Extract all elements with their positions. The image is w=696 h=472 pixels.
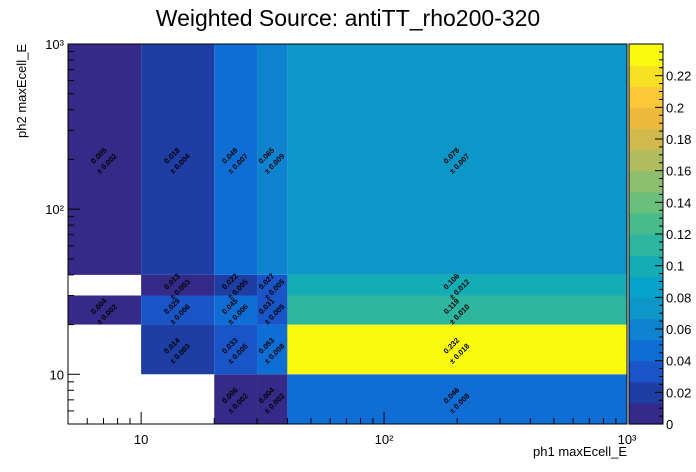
heatmap-cell <box>287 324 627 375</box>
heatmap-cell <box>287 295 627 325</box>
colorbar-tick-label: 0.14 <box>666 195 691 210</box>
heatmap-cell <box>214 44 258 275</box>
x-axis: 10 10² 10³ <box>67 412 637 447</box>
colorbar-tick-label: 0.18 <box>666 132 691 147</box>
plot-frame <box>67 43 628 425</box>
colorbar-segment <box>629 360 663 383</box>
y-tick-label: 10³ <box>45 37 64 52</box>
colorbar-tick-label: 0 <box>666 417 673 432</box>
y-tick-label: 10² <box>45 202 64 217</box>
colorbar-segment <box>629 212 663 235</box>
colorbar-tick-label: 0.08 <box>666 290 691 305</box>
colorbar-segment <box>629 402 663 425</box>
colorbar-segment <box>629 86 663 108</box>
x-tick-label: 10² <box>375 432 394 447</box>
y-axis: 10 10² 10³ <box>45 37 80 425</box>
heatmap-cell <box>214 324 258 375</box>
colorbar-segment <box>629 149 663 172</box>
heatmap-cell <box>141 324 215 375</box>
heatmap-cell <box>214 374 258 424</box>
colorbar-tick-label: 0.02 <box>666 385 691 400</box>
colorbar-segment <box>629 170 663 193</box>
heatmap-cell <box>257 374 288 424</box>
heatmap-cell <box>68 44 142 275</box>
plot-area <box>68 44 627 424</box>
colorbar-segment <box>629 65 663 87</box>
colorbar-segment <box>629 255 663 277</box>
colorbar-tick-label: 0.1 <box>666 259 684 274</box>
heatmap-cell <box>287 374 627 424</box>
colorbar-tick-label: 0.16 <box>666 164 691 179</box>
colorbar-segment <box>629 381 663 404</box>
colorbar-segment <box>629 191 663 214</box>
heatmap-cell <box>257 274 288 296</box>
colorbar: 0 0.02 0.04 0.06 0.08 0.1 0.12 0.14 0.16 0.18 0.2 0… <box>628 43 691 432</box>
colorbar-segment <box>629 234 663 256</box>
colorbar-segment <box>629 276 663 298</box>
heatmap-cell <box>287 44 627 275</box>
heatmap-cell <box>257 295 288 325</box>
heatmap-cell <box>141 295 215 325</box>
x-axis-title: ph1 maxEcell_E <box>533 444 627 459</box>
colorbar-segment <box>629 128 663 151</box>
colorbar-segment <box>629 107 663 130</box>
chart-title: Weighted Source: antiTT_rho200-320 <box>156 5 540 31</box>
heatmap-cell <box>287 274 627 296</box>
heatmap-cell <box>141 274 215 296</box>
heatmap-cell <box>68 295 142 325</box>
colorbar-segment <box>629 44 663 66</box>
y-axis-title: ph2 maxEcell_E <box>14 44 29 138</box>
heatmap-cell <box>214 274 258 296</box>
colorbar-segment <box>629 297 663 320</box>
x-tick-label: 10³ <box>618 432 637 447</box>
y-tick-label: 10 <box>50 367 64 382</box>
heatmap-cell <box>257 44 288 275</box>
heatmap-cell <box>257 324 288 375</box>
colorbar-tick-label: 0.12 <box>666 227 691 242</box>
heatmap-cell <box>141 44 215 275</box>
colorbar-tick-label: 0.04 <box>666 354 691 369</box>
colorbar-segment <box>629 339 663 362</box>
colorbar-segment <box>629 318 663 341</box>
colorbar-tick-label: 0.06 <box>666 322 691 337</box>
x-tick-label: 10 <box>134 432 148 447</box>
heatmap-cell <box>214 295 258 325</box>
colorbar-tick-label: 0.22 <box>666 69 691 84</box>
colorbar-tick-label: 0.2 <box>666 100 684 115</box>
